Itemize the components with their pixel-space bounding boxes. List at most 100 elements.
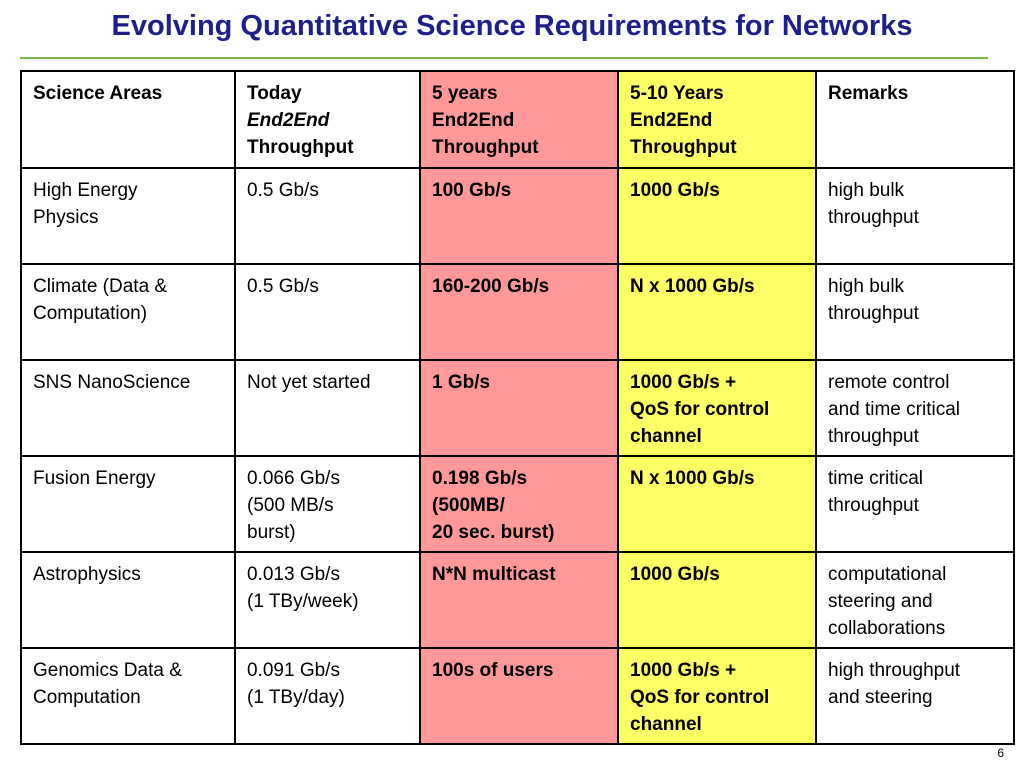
- cell-line: Today: [247, 83, 302, 104]
- cell-line: High Energy: [33, 180, 138, 201]
- table-row: High Energy Physics 0.5 Gb/s 100 Gb/s 1000 G…: [20, 167, 1015, 265]
- remarks-cell: time critical throughput: [815, 455, 1015, 553]
- today-throughput-cell: 0.066 Gb/s (500 MB/s burst): [234, 455, 421, 553]
- table-header-row: Science Areas Today End2End Throughput 5…: [20, 70, 1015, 169]
- cell-line: throughput: [828, 426, 919, 447]
- ten-year-throughput-cell: 1000 Gb/s: [617, 167, 817, 265]
- cell-line: (500 MB/s: [247, 495, 334, 516]
- requirements-table: Science Areas Today End2End Throughput 5…: [20, 70, 1015, 745]
- ten-year-throughput-cell: 1000 Gb/s: [617, 551, 817, 649]
- cell-line: Throughput: [247, 137, 354, 158]
- cell-line: burst): [247, 522, 296, 543]
- cell-line: channel: [630, 714, 702, 735]
- cell-line: Science Areas: [33, 83, 163, 104]
- cell-line: Throughput: [630, 137, 737, 158]
- cell-line: Not yet started: [247, 372, 371, 393]
- header-today: Today End2End Throughput: [234, 70, 421, 169]
- cell-line: throughput: [828, 207, 919, 228]
- five-year-throughput-cell: 1 Gb/s: [419, 359, 619, 457]
- science-area-cell: Astrophysics: [20, 551, 236, 649]
- cell-line: collaborations: [828, 618, 946, 639]
- remarks-cell: computational steering and collaborations: [815, 551, 1015, 649]
- cell-line: (500MB/: [432, 495, 505, 516]
- ten-year-throughput-cell: 1000 Gb/s + QoS for control channel: [617, 359, 817, 457]
- cell-line: Computation): [33, 303, 148, 324]
- table-body: High Energy Physics 0.5 Gb/s 100 Gb/s 1000 G…: [20, 167, 1015, 745]
- cell-line: End2End: [432, 110, 515, 131]
- cell-line: 100 Gb/s: [432, 180, 512, 201]
- science-area-cell: Fusion Energy: [20, 455, 236, 553]
- cell-line: N*N multicast: [432, 564, 556, 585]
- five-year-throughput-cell: 0.198 Gb/s (500MB/20 sec. burst): [419, 455, 619, 553]
- cell-line: high bulk: [828, 276, 905, 297]
- cell-line: Genomics Data &: [33, 660, 182, 681]
- table-row: SNS NanoScience Not yet started 1 Gb/s 1000…: [20, 359, 1015, 457]
- cell-line: Computation: [33, 687, 141, 708]
- cell-line: 1000 Gb/s: [630, 180, 720, 201]
- cell-line: 1000 Gb/s +: [630, 372, 737, 393]
- cell-line: and time critical: [828, 399, 960, 420]
- cell-line: N x 1000 Gb/s: [630, 468, 755, 489]
- cell-line: 1 Gb/s: [432, 372, 491, 393]
- cell-line: 0.066 Gb/s: [247, 468, 340, 489]
- cell-line: End2End: [630, 110, 713, 131]
- cell-line: Fusion Energy: [33, 468, 156, 489]
- science-area-cell: High Energy Physics: [20, 167, 236, 265]
- cell-line: 5 years: [432, 83, 498, 104]
- cell-line: computational: [828, 564, 947, 585]
- science-area-cell: Climate (Data & Computation): [20, 263, 236, 361]
- cell-line: (1 TBy/day): [247, 687, 345, 708]
- cell-line: N x 1000 Gb/s: [630, 276, 755, 297]
- cell-line: steering and: [828, 591, 933, 612]
- cell-line: remote control: [828, 372, 950, 393]
- cell-line: Remarks: [828, 83, 909, 104]
- cell-line: 0.198 Gb/s: [432, 468, 528, 489]
- header-science-areas: Science Areas: [20, 70, 236, 169]
- remarks-cell: remote control and time critical throughpu…: [815, 359, 1015, 457]
- cell-line: 20 sec. burst): [432, 522, 555, 543]
- cell-line: (1 TBy/week): [247, 591, 359, 612]
- cell-line: throughput: [828, 495, 919, 516]
- title-underline: [20, 57, 988, 59]
- cell-line: Astrophysics: [33, 564, 141, 585]
- cell-line: 0.5 Gb/s: [247, 180, 319, 201]
- table-row: Climate (Data & Computation) 0.5 Gb/s 160-2…: [20, 263, 1015, 361]
- remarks-cell: high bulk throughput: [815, 263, 1015, 361]
- cell-line: 0.5 Gb/s: [247, 276, 319, 297]
- ten-year-throughput-cell: N x 1000 Gb/s: [617, 263, 817, 361]
- cell-line: QoS for control: [630, 399, 770, 420]
- header-remarks: Remarks: [815, 70, 1015, 169]
- cell-line: Throughput: [432, 137, 539, 158]
- remarks-cell: high bulk throughput: [815, 167, 1015, 265]
- cell-line: Physics: [33, 207, 99, 228]
- cell-line: high throughput: [828, 660, 961, 681]
- cell-line: QoS for control: [630, 687, 770, 708]
- today-throughput-cell: 0.091 Gb/s (1 TBy/day): [234, 647, 421, 745]
- slide-title: Evolving Quantitative Science Requiremen…: [111, 10, 913, 42]
- cell-line: 0.013 Gb/s: [247, 564, 340, 585]
- remarks-cell: high throughput and steering: [815, 647, 1015, 745]
- table-row: Fusion Energy 0.066 Gb/s (500 MB/s burst) 0.…: [20, 455, 1015, 553]
- cell-line: high bulk: [828, 180, 905, 201]
- five-year-throughput-cell: 100 Gb/s: [419, 167, 619, 265]
- five-year-throughput-cell: 100s of users: [419, 647, 619, 745]
- cell-line: channel: [630, 426, 702, 447]
- cell-line: 1000 Gb/s +: [630, 660, 737, 681]
- cell-line: time critical: [828, 468, 924, 489]
- table-row: Astrophysics 0.013 Gb/s (1 TBy/week) N*N mu…: [20, 551, 1015, 649]
- today-throughput-cell: 0.5 Gb/s: [234, 167, 421, 265]
- five-year-throughput-cell: N*N multicast: [419, 551, 619, 649]
- cell-line: 100s of users: [432, 660, 554, 681]
- header-5-years: 5 years End2End Throughput: [419, 70, 619, 169]
- table-row: Genomics Data & Computation 0.091 Gb/s (1 T…: [20, 647, 1015, 745]
- cell-line: Climate (Data &: [33, 276, 168, 297]
- today-throughput-cell: 0.013 Gb/s (1 TBy/week): [234, 551, 421, 649]
- page-number: 6: [997, 746, 1004, 760]
- cell-line: 1000 Gb/s: [630, 564, 720, 585]
- cell-line: 5-10 Years: [630, 83, 724, 104]
- today-throughput-cell: 0.5 Gb/s: [234, 263, 421, 361]
- science-area-cell: Genomics Data & Computation: [20, 647, 236, 745]
- cell-line: End2End: [247, 110, 330, 131]
- cell-line: 160-200 Gb/s: [432, 276, 550, 297]
- cell-line: 0.091 Gb/s: [247, 660, 340, 681]
